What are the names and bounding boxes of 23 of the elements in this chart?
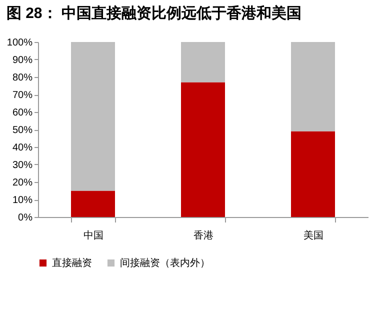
- bar: [181, 42, 225, 82]
- y-tick-label: 70%: [12, 90, 33, 101]
- y-tick-label: 20%: [12, 178, 33, 188]
- y-tick-label: 10%: [12, 195, 33, 206]
- legend-label: 直接融资: [52, 257, 92, 269]
- bar: [181, 82, 225, 217]
- bar: [71, 42, 115, 191]
- bar: [291, 42, 335, 132]
- y-tick-label: 60%: [12, 108, 33, 118]
- x-tick-label: 中国: [84, 230, 104, 242]
- y-tick-label: 40%: [12, 142, 33, 154]
- x-tick-label: 美国: [304, 230, 324, 242]
- y-tick-label: 30%: [12, 160, 33, 171]
- legend-label: 间接融资（表内外）: [120, 257, 210, 269]
- y-tick-label: 80%: [12, 72, 33, 84]
- chart-title: 图 28： 中国直接融资比例远低于香港和美国: [6, 4, 302, 22]
- y-tick-label: 100%: [6, 38, 33, 48]
- y-tick-label: 0%: [18, 212, 33, 224]
- bar: [291, 131, 335, 217]
- y-tick-label: 90%: [12, 55, 33, 66]
- x-tick-label: 香港: [194, 230, 214, 242]
- bar: [71, 190, 115, 217]
- y-tick-label: 50%: [12, 125, 33, 136]
